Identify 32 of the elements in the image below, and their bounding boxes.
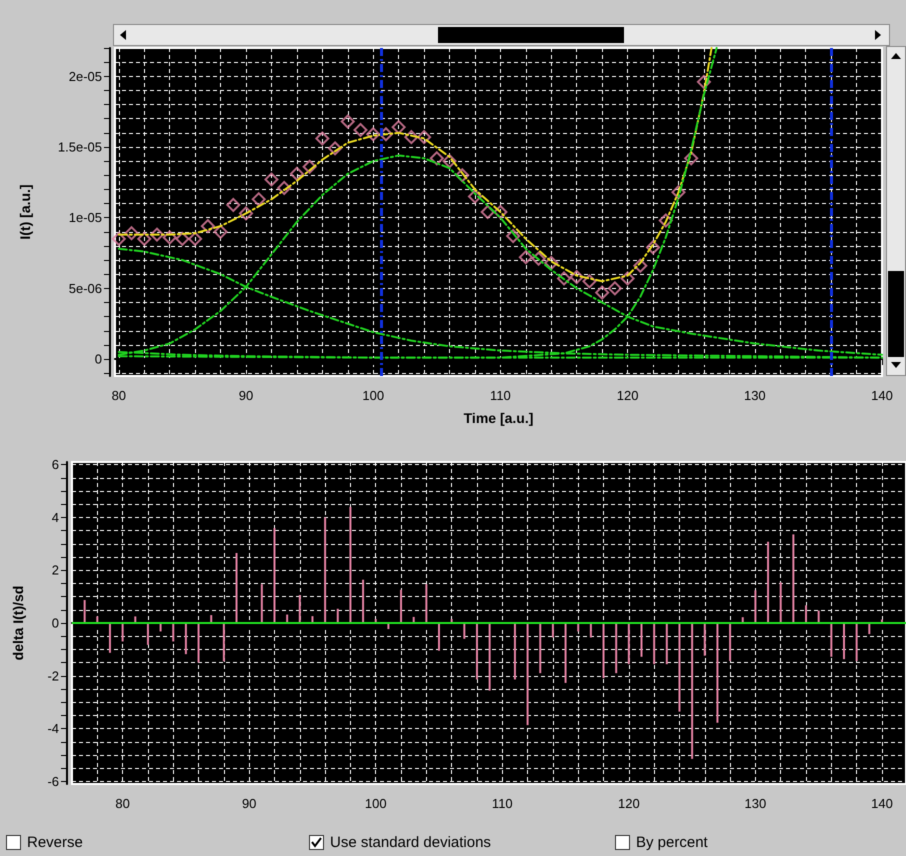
- y-tick-label: 1e-05: [68, 210, 102, 226]
- y-tick-label: -2: [47, 668, 59, 684]
- y-tick-label: 0: [52, 616, 59, 630]
- x-tick-label: 90: [238, 388, 254, 403]
- y-axis-title: I(t) [a.u.]: [17, 184, 33, 240]
- y-tick-label: 1.5e-05: [58, 139, 102, 154]
- x-tick-label: 140: [871, 388, 893, 403]
- x-tick-label: 100: [362, 388, 384, 403]
- x-tick-label: 130: [744, 796, 766, 811]
- x-tick-label: 110: [492, 796, 513, 811]
- x-axis-title: Time [a.u.]: [464, 410, 534, 426]
- y-tick-label: 2e-05: [68, 68, 102, 84]
- x-tick-label: 90: [242, 796, 256, 811]
- y-tick-label: 4: [52, 510, 59, 525]
- x-tick-label: 130: [744, 388, 766, 403]
- x-tick-label: 120: [616, 388, 638, 403]
- x-tick-label: 80: [115, 796, 130, 811]
- y-tick-label: 0: [94, 352, 102, 367]
- text: Reverse: [27, 834, 83, 851]
- y-tick-label: -4: [47, 721, 59, 736]
- x-tick-label: 100: [364, 796, 387, 811]
- y-tick-label: -6: [47, 774, 59, 789]
- y-tick-label: 2: [52, 562, 59, 578]
- x-tick-label: 120: [618, 796, 640, 811]
- x-tick-label: 80: [112, 388, 126, 403]
- x-tick-label: 140: [871, 796, 893, 811]
- x-tick-label: 110: [490, 388, 511, 403]
- text: By percent: [636, 834, 708, 851]
- text: Use standard deviations: [330, 834, 491, 851]
- y-tick-label: 5e-06: [68, 280, 102, 296]
- y-tick-label: 6: [52, 457, 59, 472]
- y-axis-title: delta I(t)/sd: [10, 586, 26, 660]
